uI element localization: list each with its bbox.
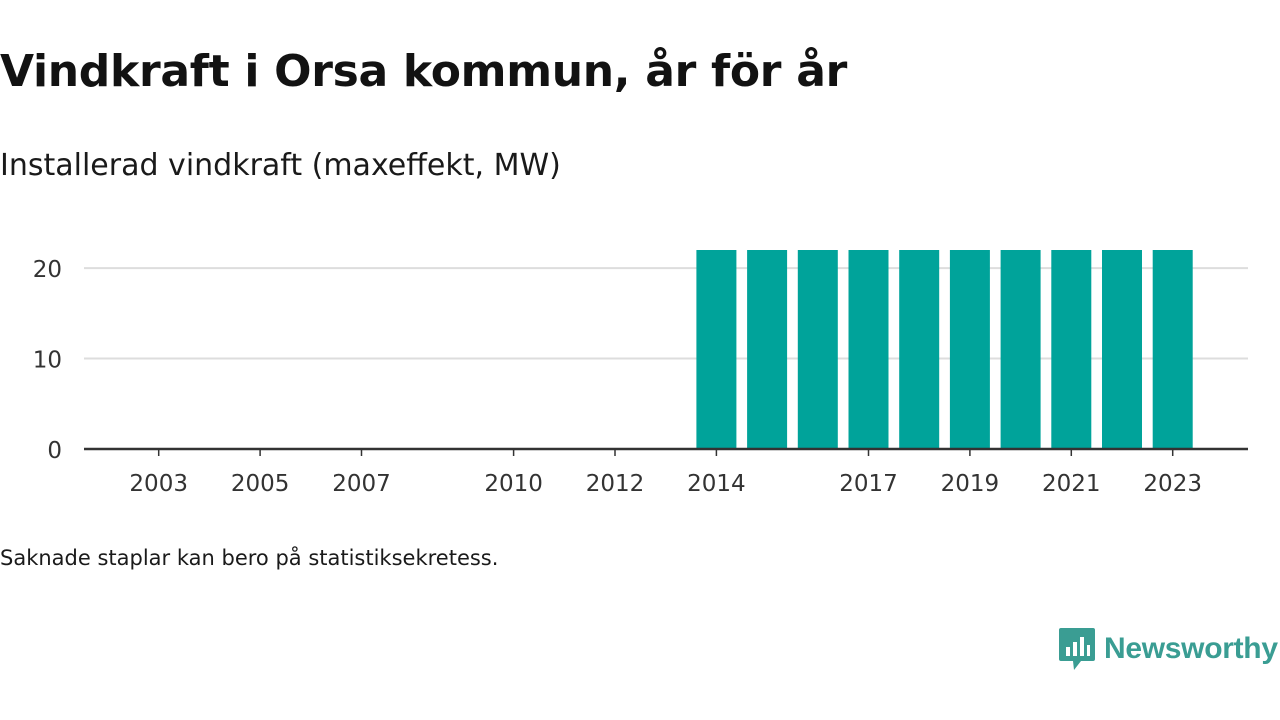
x-tick-label: 2019 xyxy=(941,471,1000,497)
bar-2014 xyxy=(696,250,737,449)
x-tick-label: 2023 xyxy=(1143,471,1202,497)
x-tick-label: 2010 xyxy=(484,471,543,497)
footnote: Saknade staplar kan bero på statistiksek… xyxy=(0,546,499,570)
bar-2019 xyxy=(949,250,990,449)
x-tick-label: 2005 xyxy=(231,471,290,497)
x-tick-label: 2014 xyxy=(687,471,746,497)
bar-2017 xyxy=(848,250,889,449)
y-tick-label: 0 xyxy=(47,438,62,464)
brand-name: Newsworthy xyxy=(1104,632,1278,665)
brand-logo[interactable]: Newsworthy xyxy=(1058,626,1278,672)
x-tick-label: 2021 xyxy=(1042,471,1101,497)
bars xyxy=(696,250,1193,449)
x-tick-label: 2012 xyxy=(586,471,645,497)
newsworthy-logo-icon xyxy=(1059,628,1095,670)
x-tick-label: 2007 xyxy=(332,471,391,497)
bar-2023 xyxy=(1152,250,1193,449)
bar-2016 xyxy=(797,250,838,449)
bar-2020 xyxy=(1000,250,1041,449)
x-tick-label: 2003 xyxy=(129,471,188,497)
chart-title: Vindkraft i Orsa kommun, år för år xyxy=(0,46,848,97)
x-tick-label: 2017 xyxy=(839,471,898,497)
y-tick-label: 20 xyxy=(33,257,62,283)
bar-2018 xyxy=(899,250,940,449)
y-tick-label: 10 xyxy=(33,348,62,374)
bar-2021 xyxy=(1051,250,1092,449)
bar-2015 xyxy=(747,250,788,449)
bar-2022 xyxy=(1102,250,1142,449)
axes: 0 10 20 2003 2005 2007 2010 2012 2014 2017 2019 202… xyxy=(33,257,1248,497)
chart-subtitle: Installerad vindkraft (maxeffekt, MW) xyxy=(0,148,561,183)
